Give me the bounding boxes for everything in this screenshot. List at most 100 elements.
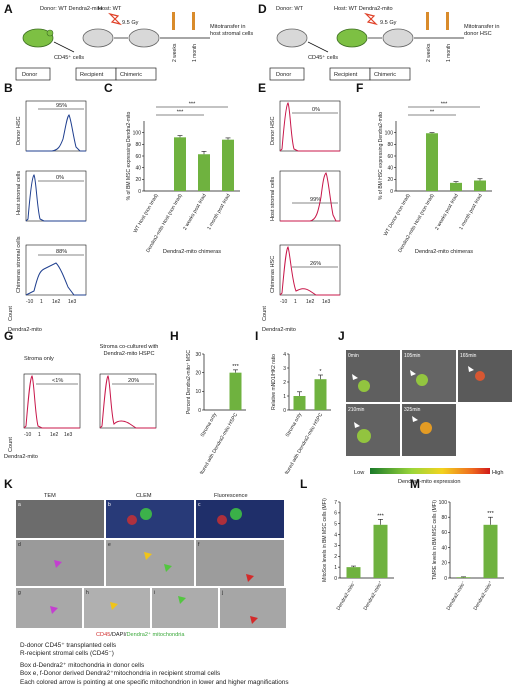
bone-icon	[192, 12, 195, 30]
tick-label: 1	[40, 299, 43, 305]
category-label: 1 month post Irrad	[458, 193, 484, 231]
tick-label: 1e3	[64, 432, 73, 438]
tick-label: 1e2	[50, 432, 59, 438]
bar-chart-l: 0 1 2 3 4 5 6 7 MitoSox levels in BM MSC cells (…	[322, 498, 394, 612]
y-tick-label: 1	[334, 565, 337, 571]
cell-spot	[475, 371, 485, 381]
bar	[450, 182, 462, 191]
outcome-label: Mitotransfer in host stromal cells	[210, 24, 254, 37]
y-tick-label: 40	[387, 165, 393, 171]
arrow-icon	[54, 560, 62, 568]
y-axis-label: Relative mND1/HK2 ratio	[271, 354, 277, 410]
sub-label: i	[154, 590, 155, 596]
sub-label: a	[18, 502, 21, 508]
panel-letter-k: K	[4, 477, 13, 491]
bone-icon	[426, 12, 429, 30]
histogram: 26%	[279, 244, 341, 296]
axis-label: Count	[8, 306, 14, 321]
y-tick-label: 40	[135, 165, 141, 171]
histogram-curve	[25, 174, 86, 222]
y-tick-label: 0	[198, 408, 201, 414]
histogram-curve	[280, 172, 340, 222]
row-label: Donor HSC	[270, 116, 276, 145]
chimeric-mouse-icon	[128, 28, 160, 48]
gate-value: 0%	[312, 107, 320, 113]
gate-value: 20%	[128, 378, 139, 384]
y-tick-label: 60	[135, 154, 141, 160]
y-tick-label: 20	[195, 370, 201, 376]
y-tick-label: 2	[283, 380, 286, 386]
tem-image	[106, 540, 194, 586]
bar	[198, 154, 210, 191]
category-label: Dendra2-mito⁻	[336, 580, 358, 612]
y-tick-label: 80	[387, 142, 393, 148]
y-axis-label: % of BM HSC expressing Dendra2-mito	[378, 112, 384, 200]
tem-image	[16, 588, 82, 628]
histograms-e: Donor HSC Host stromal cells Chimeras HS…	[262, 100, 341, 333]
y-tick-label: 4	[283, 352, 286, 358]
histogram-frame	[25, 244, 87, 296]
panel-letter-h: H	[170, 329, 179, 343]
bar	[314, 379, 327, 410]
sub-label: e	[108, 542, 111, 548]
cell-spot	[420, 422, 432, 434]
legend-dapi: /DAPI/	[110, 632, 127, 638]
axis-label: Dendra2-mito	[4, 454, 38, 460]
gate-value: 95%	[56, 103, 67, 109]
y-tick-label: 40	[441, 545, 447, 551]
y-axis-label: Percent Dendra2-mito⁺ MSC	[186, 350, 192, 414]
histogram-title: Stroma co-cultured with Dendra2-mito HSP…	[99, 344, 159, 357]
arrow-icon	[50, 606, 58, 614]
significance-label: ***	[487, 511, 494, 517]
bar-chart-f: 0 20 40 60 80 100% of BM HSC expressing Dendr…	[378, 102, 492, 255]
stage-box	[269, 67, 305, 81]
cell-spot	[357, 429, 371, 443]
arrowhead-icon	[352, 374, 358, 380]
microscopy-k: TEM CLEM Fluorescence a b c d e f g h i …	[16, 493, 286, 638]
category-label: 1 month post Irrad	[206, 193, 232, 231]
bar-chart-c: 0 20 40 60 80 100% of BM MSC expressing Dendr…	[126, 102, 240, 255]
y-tick-label: 4	[334, 532, 337, 538]
sub-label: g	[18, 590, 21, 596]
histogram: 0%	[25, 170, 87, 222]
category-label: 2 weeks post Irrad	[434, 193, 460, 232]
caption-line: Each colored arrow is pointing at one sp…	[20, 678, 289, 686]
legend-low: Low	[354, 470, 365, 476]
bar	[229, 372, 242, 410]
chimeric-mouse-icon	[382, 28, 414, 48]
y-tick-label: 100	[133, 130, 142, 136]
legend-mito: Dendra2⁺ mitochondria	[126, 631, 185, 638]
sub-label: f	[198, 542, 200, 548]
histogram-curve	[279, 246, 340, 296]
y-tick-label: 20	[135, 177, 141, 183]
y-tick-label: 0	[283, 408, 286, 414]
bar	[474, 180, 486, 191]
panel-letter-b: B	[4, 81, 13, 95]
bar	[222, 139, 234, 191]
caption-line: D-donor CD45⁺ transplanted cells	[20, 642, 117, 649]
y-tick-label: 20	[387, 177, 393, 183]
gate-value: 88%	[56, 249, 67, 255]
time-stamp: 165min	[460, 353, 477, 359]
y-tick-label: 1	[283, 394, 286, 400]
histogram-frame	[99, 373, 157, 429]
y-axis-label: TMRE levels in BM MSC cells (MFI)	[432, 500, 438, 580]
clem-image	[106, 500, 194, 538]
sub-label: h	[86, 590, 89, 596]
caption-line: Box e, f-Donor derived Dendra2⁺mitochond…	[20, 670, 221, 678]
cells-label: CD45⁺ cells	[308, 54, 338, 61]
x-axis-label: Dendra2-mito chimeras	[415, 249, 473, 255]
sub-label: d	[18, 542, 21, 548]
row-label: Chimeras stromal cells	[16, 236, 22, 293]
stage-box	[369, 67, 411, 81]
schematic-d: Donor: WT CD45⁺ cells Host: WT Dendra2-m…	[269, 6, 499, 81]
panel-letter-f: F	[356, 81, 363, 95]
stage-box-label: Donor	[22, 72, 37, 78]
sub-label: b	[108, 502, 111, 508]
y-tick-label: 10	[195, 389, 201, 395]
y-tick-label: 30	[195, 352, 201, 358]
arrow	[307, 41, 329, 53]
y-tick-label: 20	[441, 561, 447, 567]
panel-letter-i: I	[255, 329, 258, 343]
stage-box-label: Donor	[276, 72, 291, 78]
